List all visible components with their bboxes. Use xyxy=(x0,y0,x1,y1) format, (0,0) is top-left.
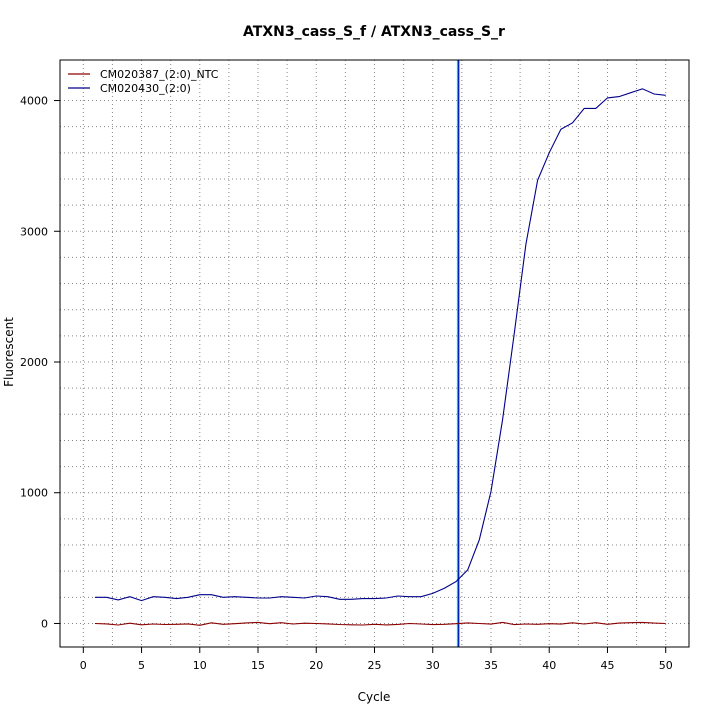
y-tick-label: 0 xyxy=(41,617,48,630)
y-tick-label: 3000 xyxy=(20,225,48,238)
x-tick-label: 0 xyxy=(80,659,87,672)
x-tick-label: 10 xyxy=(193,659,207,672)
y-axis: 0 1000 2000 3000 4000 xyxy=(20,95,61,630)
y-tick-label: 1000 xyxy=(20,487,48,500)
x-tick-label: 25 xyxy=(368,659,382,672)
x-axis-label: Cycle xyxy=(358,690,391,704)
x-tick-label: 30 xyxy=(426,659,440,672)
chart-title: ATXN3_cass_S_f / ATXN3_cass_S_r xyxy=(243,24,505,40)
x-tick-label: 50 xyxy=(659,659,673,672)
legend-entry-2: CM020430_(2:0) xyxy=(100,82,191,95)
x-tick-label: 35 xyxy=(484,659,498,672)
x-tick-label: 45 xyxy=(600,659,614,672)
x-tick-label: 20 xyxy=(309,659,323,672)
y-tick-label: 4000 xyxy=(20,95,48,108)
y-axis-label: Fluorescent xyxy=(2,317,16,387)
series-line-2 xyxy=(94,88,666,602)
series-line-1 xyxy=(94,621,666,626)
y-tick-label: 2000 xyxy=(20,356,48,369)
grid-lines xyxy=(60,60,689,647)
series-layer xyxy=(94,88,666,626)
x-tick-label: 5 xyxy=(138,659,145,672)
x-axis: 0 5 10 15 20 25 30 35 40 45 50 xyxy=(80,646,673,672)
legend-entry-1: CM020387_(2:0)_NTC xyxy=(100,68,219,81)
x-tick-label: 40 xyxy=(542,659,556,672)
x-tick-label: 15 xyxy=(251,659,265,672)
